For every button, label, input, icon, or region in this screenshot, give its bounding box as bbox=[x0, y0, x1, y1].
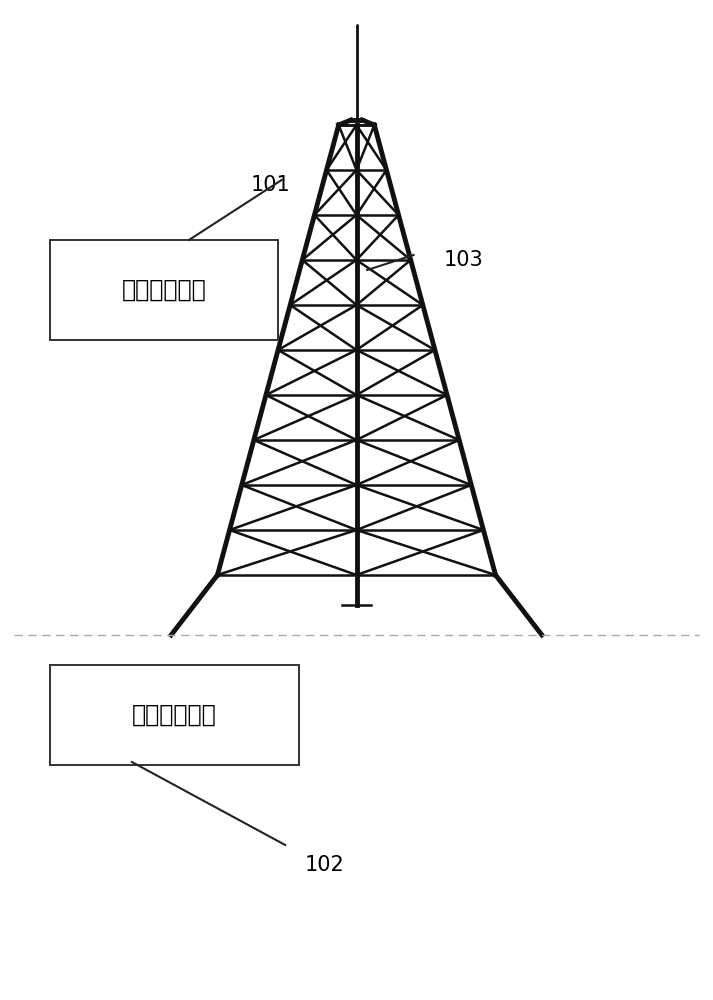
Text: 103: 103 bbox=[443, 250, 483, 270]
Text: 第一传感组件: 第一传感组件 bbox=[122, 278, 206, 302]
Text: 101: 101 bbox=[251, 175, 291, 195]
Text: 102: 102 bbox=[304, 855, 344, 875]
FancyBboxPatch shape bbox=[50, 240, 278, 340]
FancyBboxPatch shape bbox=[50, 665, 299, 765]
Text: 第二传感组件: 第二传感组件 bbox=[133, 703, 217, 727]
